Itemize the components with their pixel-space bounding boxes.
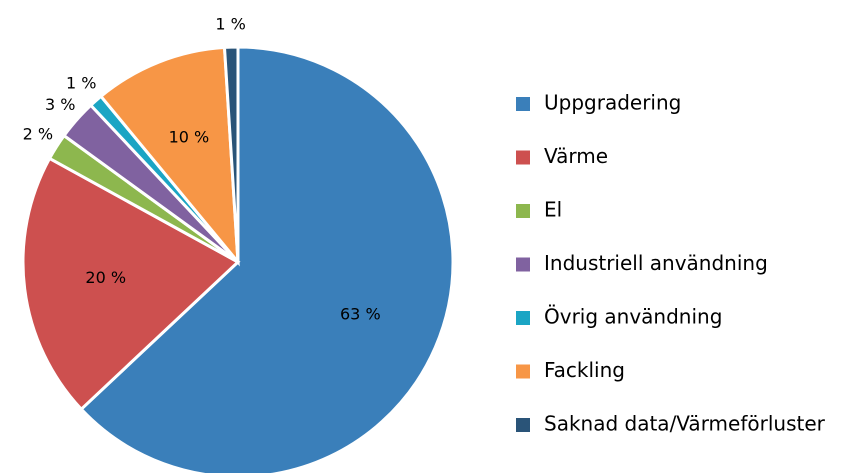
- data-label: 20 %: [85, 268, 126, 287]
- legend-label: El: [544, 198, 562, 222]
- legend-swatch: [516, 257, 530, 272]
- legend-label: Saknad data/Värmeförluster: [544, 412, 826, 436]
- legend-swatch: [516, 150, 530, 165]
- data-label: 1 %: [215, 15, 245, 34]
- pie-slice: [79, 45, 455, 473]
- legend-label: Uppgradering: [544, 91, 681, 115]
- legend-swatch: [516, 311, 530, 325]
- pie-slice: [222, 45, 240, 263]
- pie-slice: [98, 45, 240, 267]
- legend-swatch: [516, 418, 530, 432]
- legend-label: Värme: [544, 144, 608, 168]
- legend-swatch: [516, 97, 530, 111]
- pie-slice: [21, 156, 241, 412]
- data-label: 3 %: [45, 95, 75, 114]
- data-label: 1 %: [66, 74, 96, 93]
- legend-label: Övrig användning: [544, 305, 722, 329]
- data-label: 63 %: [340, 304, 381, 323]
- legend-swatch: [516, 204, 530, 218]
- data-label: 10 %: [169, 128, 210, 147]
- legend-label: Industriell användning: [544, 251, 768, 275]
- legend-swatch: [516, 364, 530, 379]
- legend-label: Fackling: [544, 358, 625, 382]
- data-label: 2 %: [23, 125, 53, 144]
